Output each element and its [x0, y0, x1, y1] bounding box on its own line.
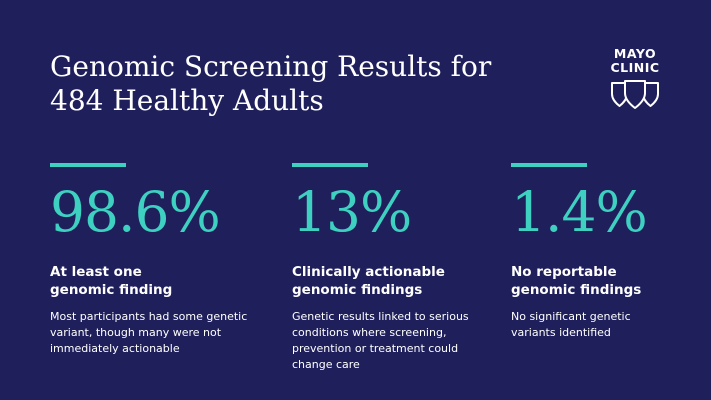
- stat-heading-line: genomic finding: [50, 282, 173, 298]
- stat-description-line: variants identified: [511, 326, 611, 339]
- stat-heading: Clinically actionable genomic findings: [292, 263, 492, 299]
- stat-description-line: Most participants had some genetic: [50, 310, 248, 323]
- stat-description-line: prevention or treatment could: [292, 342, 459, 355]
- logo-wordmark: MAYO CLINIC: [606, 47, 664, 75]
- stat-heading-line: genomic findings: [511, 282, 642, 298]
- stat-description-line: No significant genetic: [511, 310, 631, 323]
- stat-value: 13%: [292, 180, 412, 244]
- logo-line-1: MAYO: [613, 46, 657, 61]
- stat-description-line: Genetic results linked to serious: [292, 310, 469, 323]
- stat-description: Genetic results linked to serious condit…: [292, 309, 492, 373]
- stat-heading-line: No reportable: [511, 264, 617, 280]
- stat-description-line: immediately actionable: [50, 342, 180, 355]
- stat-description: Most participants had some genetic varia…: [50, 309, 265, 357]
- title-line-2: 484 Healthy Adults: [50, 84, 324, 117]
- mayo-shields-icon: [611, 80, 659, 109]
- stat-card-no-reportable-findings: 1.4% No reportable genomic findings No s…: [511, 163, 691, 341]
- stat-description-line: conditions where screening,: [292, 326, 447, 339]
- stat-description-line: variant, though many were not: [50, 326, 222, 339]
- logo-line-2: CLINIC: [610, 60, 660, 75]
- accent-bar: [511, 163, 587, 167]
- stat-card-at-least-one-finding: 98.6% At least one genomic finding Most …: [50, 163, 265, 357]
- mayo-clinic-logo: MAYO CLINIC: [606, 47, 664, 109]
- stat-heading: No reportable genomic findings: [511, 263, 691, 299]
- stat-description: No significant genetic variants identifi…: [511, 309, 691, 341]
- stat-value: 1.4%: [511, 180, 648, 244]
- stat-heading-line: genomic findings: [292, 282, 423, 298]
- stat-heading-line: At least one: [50, 264, 142, 280]
- stat-value: 98.6%: [50, 180, 221, 244]
- stat-heading: At least one genomic finding: [50, 263, 265, 299]
- stat-card-clinically-actionable: 13% Clinically actionable genomic findin…: [292, 163, 492, 373]
- accent-bar: [292, 163, 368, 167]
- title-line-1: Genomic Screening Results for: [50, 50, 492, 83]
- stat-heading-line: Clinically actionable: [292, 264, 445, 280]
- stat-description-line: change care: [292, 358, 360, 371]
- page-title: Genomic Screening Results for 484 Health…: [50, 50, 520, 118]
- accent-bar: [50, 163, 126, 167]
